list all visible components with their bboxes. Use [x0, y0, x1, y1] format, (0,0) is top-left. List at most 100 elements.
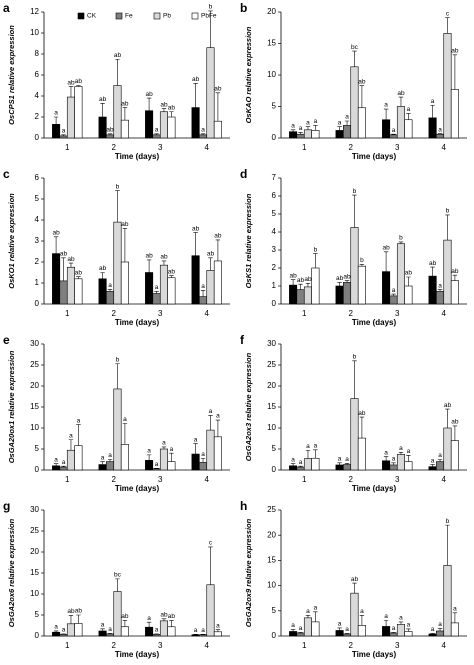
y-tick-label: 6 — [35, 173, 40, 182]
error-bar — [122, 620, 128, 627]
error-bar — [398, 96, 404, 107]
y-axis-label: OsGA2ox3 relative expression — [244, 352, 253, 461]
significance-letter: a — [54, 110, 58, 117]
y-tick-label: 20 — [267, 381, 276, 390]
error-bar — [344, 633, 350, 634]
error-bar — [76, 424, 81, 446]
bar — [120, 119, 129, 139]
x-tick-label: 2 — [349, 641, 354, 650]
significance-letter: a — [299, 625, 303, 632]
significance-letter: ab — [214, 86, 222, 93]
error-bar — [391, 632, 396, 633]
error-bar — [352, 360, 357, 399]
error-bar — [122, 423, 128, 445]
significance-letter: a — [54, 456, 58, 463]
significance-letter: a — [62, 459, 66, 466]
x-tick-label: 4 — [442, 143, 447, 152]
error-bar — [445, 214, 450, 241]
y-tick-label: 2 — [35, 257, 40, 266]
significance-letter: bc — [351, 44, 359, 51]
bar — [191, 255, 200, 305]
significance-letter: a — [201, 627, 205, 634]
error-bar — [107, 459, 113, 462]
bar — [66, 449, 75, 471]
significance-letter: a — [392, 287, 396, 294]
error-bar — [344, 462, 350, 465]
error-bar — [352, 194, 357, 228]
significance-letter: a — [407, 106, 411, 113]
error-bar — [337, 627, 342, 631]
significance-letter: ab — [289, 272, 297, 279]
error-bar — [452, 54, 458, 90]
bar — [152, 134, 161, 139]
error-bar — [359, 85, 365, 108]
y-tick-label: 10 — [267, 70, 276, 79]
y-tick-label: 4 — [272, 227, 277, 236]
error-bar — [437, 133, 443, 135]
significance-letter: a — [101, 454, 105, 461]
x-axis-label: Time (days) — [352, 152, 397, 161]
error-bar — [161, 260, 167, 266]
significance-letter: ab — [114, 52, 122, 59]
error-bar — [383, 251, 389, 272]
y-tick-label: 5 — [272, 444, 277, 453]
bar — [113, 85, 122, 139]
significance-letter: a — [407, 448, 411, 455]
y-tick-label: 30 — [30, 339, 39, 348]
y-tick-label: 1 — [35, 278, 40, 287]
bar — [74, 86, 83, 139]
x-axis-label: Time (days) — [115, 650, 160, 659]
significance-letter: ab — [75, 269, 83, 276]
error-bar — [193, 443, 198, 455]
x-tick-label: 3 — [395, 309, 400, 318]
bar — [66, 266, 75, 305]
bar — [98, 464, 107, 471]
significance-letter: b — [446, 208, 450, 215]
error-bar — [313, 125, 318, 131]
significance-letter: a — [201, 451, 205, 458]
error-bar — [406, 113, 411, 120]
bar — [428, 275, 437, 305]
bar — [357, 625, 366, 637]
bar — [396, 624, 405, 637]
bar — [357, 265, 366, 305]
bar — [199, 634, 208, 637]
x-tick-label: 1 — [302, 641, 307, 650]
error-bar — [305, 283, 311, 287]
bar — [443, 427, 452, 471]
error-bar — [391, 133, 396, 135]
y-tick-label: 30 — [267, 339, 276, 348]
significance-letter: b — [399, 235, 403, 242]
bar — [106, 291, 115, 305]
bar — [350, 592, 359, 637]
significance-letter: a — [345, 626, 349, 633]
significance-letter: a — [291, 456, 295, 463]
significance-letter: ab — [52, 230, 60, 237]
bar — [404, 461, 413, 471]
significance-letter: ab — [99, 96, 107, 103]
error-bar — [359, 264, 365, 267]
bar — [289, 131, 298, 139]
significance-letter: b — [360, 257, 364, 264]
significance-letter: ab — [207, 251, 215, 258]
bar — [113, 388, 122, 471]
error-bar — [169, 620, 174, 627]
significance-letter: a — [170, 446, 174, 453]
error-bar — [68, 439, 74, 451]
bar — [59, 634, 68, 637]
y-tick-label: 3 — [35, 236, 40, 245]
x-axis-label: Time (days) — [352, 650, 397, 659]
bar — [289, 465, 298, 471]
x-tick-label: 4 — [205, 309, 210, 318]
error-bar — [53, 116, 59, 125]
y-tick-label: 10 — [30, 423, 39, 432]
significance-letter: a — [201, 283, 205, 290]
error-bar — [430, 633, 435, 634]
y-tick-label: 10 — [30, 589, 39, 598]
bar — [382, 460, 391, 471]
bar — [106, 134, 115, 139]
error-bar — [337, 282, 342, 286]
y-tick-label: 0 — [35, 465, 40, 474]
error-bar — [68, 615, 74, 624]
significance-letter: a — [216, 413, 220, 420]
